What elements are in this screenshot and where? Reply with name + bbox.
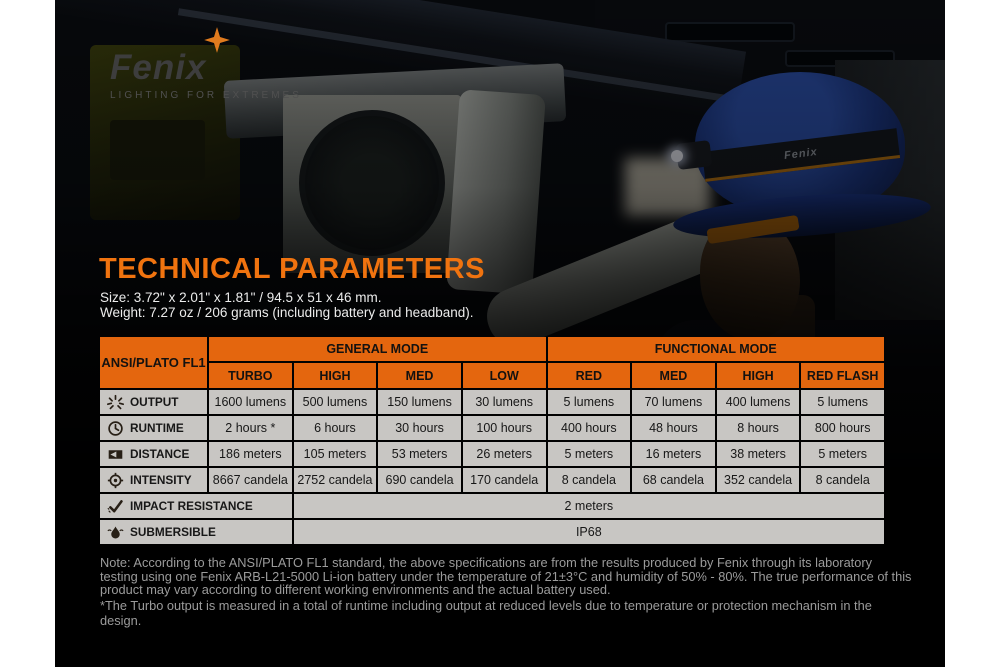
- spec-value: 400 hours: [547, 416, 631, 440]
- spec-value: 2752 candela: [293, 468, 377, 492]
- row-label-text: SUBMERSIBLE: [130, 525, 216, 539]
- spec-value: 690 candela: [378, 468, 461, 492]
- row-label-intensity: INTENSITY: [100, 468, 207, 492]
- row-label-text: INTENSITY: [130, 473, 192, 487]
- background-photo: Fenix: [55, 0, 945, 667]
- spec-value: 26 meters: [462, 442, 546, 466]
- spec-value: 800 hours: [801, 416, 884, 440]
- spec-value: 5 meters: [801, 442, 884, 466]
- brand-name: Fenix: [110, 48, 207, 87]
- col-header-low: LOW: [462, 363, 546, 388]
- standards-note: Note: According to the ANSI/PLATO FL1 st…: [100, 555, 912, 598]
- spec-value: 400 lumens: [716, 390, 800, 414]
- col-header-turbo: TURBO: [209, 363, 292, 388]
- row-label-impact-resistance: IMPACT RESISTANCE: [100, 494, 292, 518]
- turbo-output-note: *The Turbo output is measured in a total…: [100, 598, 872, 628]
- spec-value: 352 candela: [716, 468, 800, 492]
- col-header-high: HIGH: [293, 363, 377, 388]
- col-header-red: RED: [547, 363, 631, 388]
- fenix-logo: Fenix LIGHTING FOR EXTREMES: [110, 27, 302, 101]
- row-label-output: OUTPUT: [100, 390, 207, 414]
- col-header-red-flash: RED FLASH: [801, 363, 884, 388]
- row-label-text: RUNTIME: [130, 421, 184, 435]
- row-label-submersible: SUBMERSIBLE: [100, 520, 292, 544]
- spec-value: 68 candela: [632, 468, 715, 492]
- spec-value: 500 lumens: [293, 390, 377, 414]
- row-label-text: OUTPUT: [130, 395, 179, 409]
- spec-value: 8 candela: [801, 468, 884, 492]
- table-corner-label: ANSI/PLATO FL1: [100, 337, 207, 388]
- spec-value: 38 meters: [716, 442, 800, 466]
- brand-tagline: LIGHTING FOR EXTREMES: [110, 90, 302, 101]
- col-header-med: MED: [378, 363, 461, 388]
- spec-value: 70 lumens: [632, 390, 715, 414]
- spec-value: 170 candela: [462, 468, 546, 492]
- spec-value: 53 meters: [378, 442, 461, 466]
- light-burst-icon: [107, 394, 124, 409]
- spec-value: 48 hours: [632, 416, 715, 440]
- impact-check-icon: [107, 499, 123, 513]
- row-label-distance: DISTANCE: [100, 442, 207, 466]
- group-header-functional-mode: FUNCTIONAL MODE: [547, 337, 884, 361]
- spec-value: 30 lumens: [462, 390, 546, 414]
- weight-spec: Weight: 7.27 oz / 206 grams (including b…: [100, 305, 474, 320]
- spec-value: 6 hours: [293, 416, 377, 440]
- spec-value: 1600 lumens: [209, 390, 292, 414]
- spec-value: 16 meters: [632, 442, 715, 466]
- spec-value: 100 hours: [462, 416, 546, 440]
- spec-value: 186 meters: [209, 442, 292, 466]
- clock-icon: [108, 420, 123, 436]
- row-label-runtime: RUNTIME: [100, 416, 207, 440]
- beam-flag-icon: [108, 449, 123, 459]
- col-header-func-med: MED: [632, 363, 715, 388]
- spec-value: IP68: [293, 520, 884, 544]
- spec-value: 105 meters: [293, 442, 377, 466]
- spec-value: 5 lumens: [801, 390, 884, 414]
- spec-value: 2 meters: [293, 494, 884, 518]
- star-icon: [203, 26, 231, 54]
- spec-value: 8 candela: [547, 468, 631, 492]
- page-title: TECHNICAL PARAMETERS: [99, 253, 485, 285]
- spec-value: 5 meters: [547, 442, 631, 466]
- row-label-text: DISTANCE: [130, 447, 190, 461]
- spec-value: 30 hours: [378, 416, 461, 440]
- size-spec: Size: 3.72" x 2.01" x 1.81" / 94.5 x 51 …: [100, 290, 382, 305]
- group-header-general-mode: GENERAL MODE: [209, 337, 546, 361]
- row-label-text: IMPACT RESISTANCE: [130, 499, 253, 513]
- spec-value: 5 lumens: [547, 390, 631, 414]
- spec-value: 8 hours: [716, 416, 800, 440]
- col-header-func-high: HIGH: [716, 363, 800, 388]
- water-drop-icon: [107, 526, 124, 538]
- target-icon: [107, 472, 124, 488]
- spec-value: 150 lumens: [378, 390, 461, 414]
- spec-value: 8667 candela: [209, 468, 292, 492]
- spec-value: 2 hours *: [209, 416, 292, 440]
- dark-overlay: [55, 0, 945, 667]
- spec-table: ANSI/PLATO FL1 GENERAL MODE FUNCTIONAL M…: [100, 337, 884, 544]
